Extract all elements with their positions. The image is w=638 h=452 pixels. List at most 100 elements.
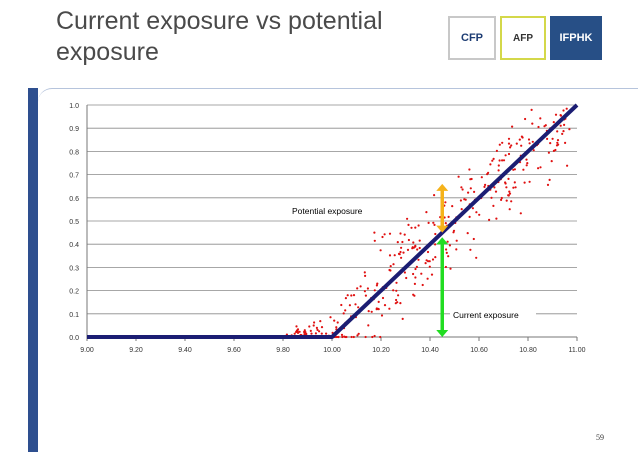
x-tick-label: 10.80 <box>519 347 537 354</box>
scatter-point <box>395 289 398 292</box>
scatter-point <box>518 138 521 141</box>
scatter-point <box>495 217 498 220</box>
scatter-point <box>396 301 399 304</box>
scatter-point <box>513 181 516 184</box>
scatter-point <box>537 125 540 129</box>
scatter-point <box>344 297 347 300</box>
scatter-point <box>319 320 322 323</box>
scatter-point <box>447 215 450 218</box>
scatter-point <box>309 329 312 332</box>
scatter-point <box>513 168 516 171</box>
scatter-point <box>388 254 392 257</box>
scatter-point <box>522 168 525 171</box>
x-tick-label: 10.00 <box>323 347 341 354</box>
scatter-point <box>329 316 332 319</box>
scatter-point <box>491 159 494 162</box>
y-tick-label: 0.1 <box>69 312 79 319</box>
scatter-point <box>451 205 454 208</box>
slide-left-accent-bar <box>28 88 38 452</box>
scatter-point <box>396 241 399 244</box>
scatter-point <box>469 187 472 190</box>
scatter-point <box>364 274 367 277</box>
scatter-point <box>426 250 430 254</box>
scatter-point <box>350 294 353 297</box>
x-tick-label: 9.00 <box>80 347 94 354</box>
scatter-point <box>455 239 458 242</box>
scatter-point <box>478 213 481 216</box>
scatter-point <box>546 183 550 186</box>
scatter-point <box>428 260 431 263</box>
scatter-point <box>556 130 559 133</box>
ifphk-logo: IFPHK <box>550 16 602 60</box>
scatter-point <box>460 186 463 189</box>
x-tick-label: 10.40 <box>421 347 439 354</box>
scatter-point <box>449 267 452 270</box>
scatter-point <box>509 146 512 149</box>
exposure-line-path <box>87 103 579 339</box>
afp-logo: AFP <box>500 16 546 60</box>
scatter-point <box>340 303 343 307</box>
scatter-point <box>418 246 421 250</box>
scatter-point <box>466 232 469 235</box>
scatter-point <box>400 246 403 249</box>
slide-title: Current exposure vs potential exposure <box>56 7 383 66</box>
scatter-point <box>539 166 542 169</box>
scatter-point <box>455 248 458 251</box>
scatter-point <box>426 277 429 280</box>
scatter-point <box>498 143 501 146</box>
scatter-point <box>528 180 531 183</box>
scatter-point <box>427 260 430 263</box>
scatter-point <box>379 249 382 252</box>
x-tick-label: 10.60 <box>470 347 488 354</box>
scatter-point <box>551 137 554 140</box>
scatter-point <box>381 235 384 239</box>
scatter-point <box>480 176 483 179</box>
scatter-point <box>315 326 318 329</box>
scatter-point <box>434 232 437 236</box>
scatter-point <box>402 251 405 254</box>
scatter-point <box>388 307 391 310</box>
scatter-point <box>414 276 417 279</box>
current-exposure-label: Current exposure <box>453 310 519 320</box>
scatter-point <box>420 272 423 275</box>
scatter-point <box>373 334 376 338</box>
scatter-point <box>562 130 565 133</box>
scatter-point <box>364 294 367 297</box>
y-tick-label: 1.0 <box>69 103 79 110</box>
scatter-point <box>308 325 311 328</box>
scatter-point <box>414 267 417 271</box>
scatter-point <box>401 240 404 244</box>
scatter-point <box>559 124 562 127</box>
scatter-point <box>337 335 340 339</box>
scatter-point <box>389 265 392 268</box>
scatter-point <box>500 198 503 201</box>
scatter-point <box>448 244 451 247</box>
scatter-point <box>556 141 559 144</box>
potential-exposure-label-bg <box>289 205 385 217</box>
scatter-point <box>414 226 417 229</box>
potential-exposure-label: Potential exposure <box>292 206 363 216</box>
scatter-point <box>348 304 351 307</box>
scatter-point <box>508 190 511 193</box>
scatter-point <box>397 294 400 297</box>
scatter-point <box>342 312 345 315</box>
scatter-point <box>525 164 528 167</box>
scatter-point <box>554 113 558 116</box>
y-tick-label: 0.0 <box>69 335 79 342</box>
scatter-point <box>524 117 527 121</box>
x-tick-label: 9.60 <box>227 347 241 354</box>
scatter-point <box>555 144 559 147</box>
scatter-point <box>381 296 385 300</box>
scatter-point <box>377 300 380 303</box>
scatter-point <box>407 223 410 226</box>
scatter-point <box>414 244 417 247</box>
scatter-point <box>354 303 357 306</box>
scatter-point <box>356 287 359 290</box>
scatter-point <box>523 181 526 184</box>
scatter-point <box>507 137 511 140</box>
scatter-point <box>421 283 424 287</box>
potential-exposure-arrow-head-bottom <box>436 225 449 233</box>
scatter-point <box>388 232 392 235</box>
scatter-point <box>559 114 562 117</box>
scatter-point <box>468 215 471 218</box>
